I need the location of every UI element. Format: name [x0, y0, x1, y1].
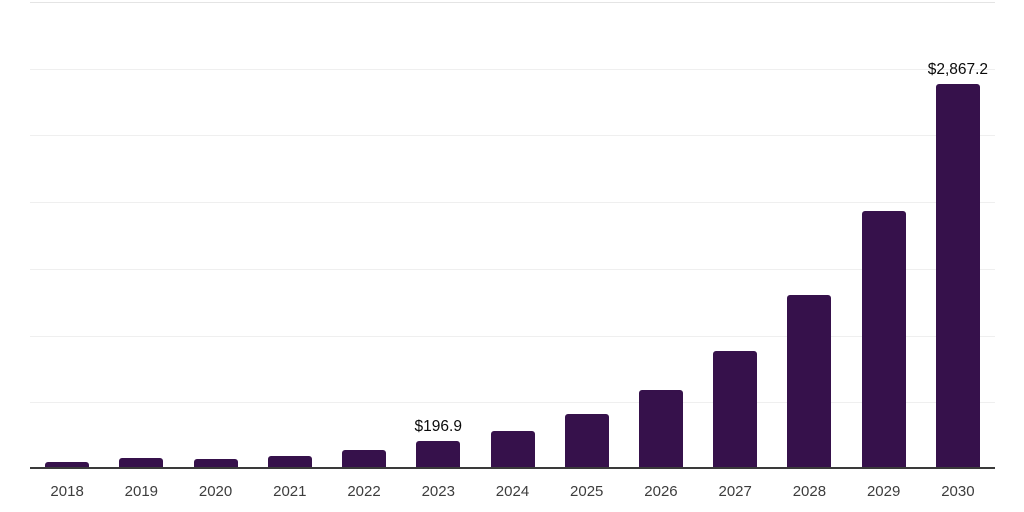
plot-area: $196.9 $2,867.2	[30, 2, 995, 469]
gridline	[30, 402, 995, 404]
x-tick-label-2028: 2028	[792, 483, 827, 500]
bar-2023	[416, 440, 461, 467]
x-tick-label-2024: 2024	[495, 483, 530, 500]
bar-2030	[935, 84, 980, 467]
bar-value-label-2030: $2,867.2	[927, 61, 989, 79]
gridline	[30, 202, 995, 204]
x-tick-label-2018: 2018	[50, 483, 84, 500]
x-tick-label-2021: 2021	[273, 483, 307, 500]
bar-2022	[342, 450, 387, 467]
x-tick-label-2022: 2022	[347, 483, 381, 500]
x-axis: 2018 2019 2020 2021 2022 2023 2024 2025 2026 2027…	[30, 483, 995, 503]
gridline	[30, 268, 995, 270]
bar-2028	[787, 294, 832, 467]
bar-2027	[713, 351, 758, 467]
bar-2024	[490, 430, 535, 467]
x-tick-label-2023: 2023	[421, 483, 455, 500]
x-tick-label-2025: 2025	[570, 483, 604, 500]
bar-2020	[193, 459, 238, 467]
x-tick-label-2026: 2026	[644, 483, 678, 500]
bar-2026	[638, 389, 683, 467]
bar-2019	[119, 458, 164, 467]
bar-value-label-2023: $196.9	[414, 417, 462, 435]
bar-2021	[267, 455, 312, 467]
gridline	[30, 335, 995, 337]
bar-2018	[45, 461, 90, 467]
x-tick-label-2020: 2020	[198, 483, 233, 500]
bar-2025	[564, 413, 609, 467]
bar-2029	[861, 210, 906, 467]
x-tick-label-2027: 2027	[718, 483, 752, 500]
gridline	[30, 2, 995, 3]
x-tick-label-2030: 2030	[941, 483, 975, 500]
gridline	[30, 135, 995, 137]
x-tick-label-2029: 2029	[866, 483, 901, 500]
gridline	[30, 68, 995, 70]
x-tick-label-2019: 2019	[124, 483, 159, 500]
